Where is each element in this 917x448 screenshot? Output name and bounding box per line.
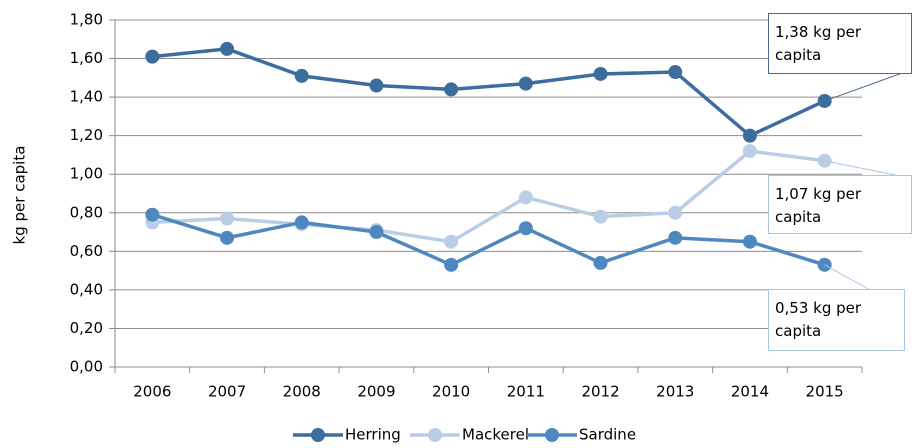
y-tick-label: 0,40 [70,280,103,298]
data-point [444,82,459,97]
y-tick-label: 0,00 [70,358,103,376]
data-point [220,230,235,245]
y-axis-label: kg per capita [11,146,29,245]
x-tick-label: 2015 [806,383,844,401]
data-point [593,255,608,270]
x-tick-label: 2013 [656,383,694,401]
data-point [668,205,683,220]
legend-marker [311,428,325,442]
data-point [369,225,384,240]
legend-label: Sardine [579,426,636,444]
data-point [444,257,459,272]
data-point [518,190,533,205]
x-tick-label: 2009 [357,383,395,401]
y-tick-label: 0,20 [70,319,103,337]
x-tick-label: 2006 [133,383,171,401]
x-tick-label: 2012 [581,383,619,401]
annotation-leader [824,264,871,291]
y-tick-label: 1,00 [70,165,103,183]
legend-marker [545,428,559,442]
data-point [444,234,459,249]
data-point [518,221,533,236]
series-line [152,47,826,138]
annotation: 1,07 kg per capita [768,175,912,234]
data-point [668,230,683,245]
series-line [152,149,825,244]
annotation: 0,53 kg per capita [768,289,905,351]
data-point [742,128,757,143]
legend-label: Herring [345,426,401,444]
x-tick-label: 2010 [432,383,470,401]
legend-label: Mackerel [462,426,529,444]
y-tick-label: 1,40 [70,88,103,106]
x-tick-label: 2011 [507,383,545,401]
data-point [294,68,309,83]
data-point [593,209,608,224]
y-tick-label: 1,60 [70,49,103,67]
data-point [668,65,683,80]
series-line [151,213,826,267]
data-point [518,76,533,91]
legend-marker [428,428,442,442]
y-tick-label: 0,60 [70,242,103,260]
data-point [220,211,235,226]
data-point [220,41,235,56]
x-tick-label: 2014 [731,383,769,401]
y-tick-label: 0,80 [70,203,103,221]
data-point [742,144,757,159]
x-tick-label: 2007 [208,383,246,401]
y-tick-label: 1,80 [70,11,103,29]
data-point [294,215,309,230]
y-tick-label: 1,20 [70,126,103,144]
data-point [369,78,384,93]
data-point [145,49,160,64]
data-point [593,66,608,81]
data-point [742,234,757,249]
annotation-leader [824,71,906,102]
data-point [145,207,160,222]
x-tick-label: 2008 [283,383,321,401]
annotation-leader [824,160,906,178]
annotation: 1,38 kg per capita [768,13,912,74]
